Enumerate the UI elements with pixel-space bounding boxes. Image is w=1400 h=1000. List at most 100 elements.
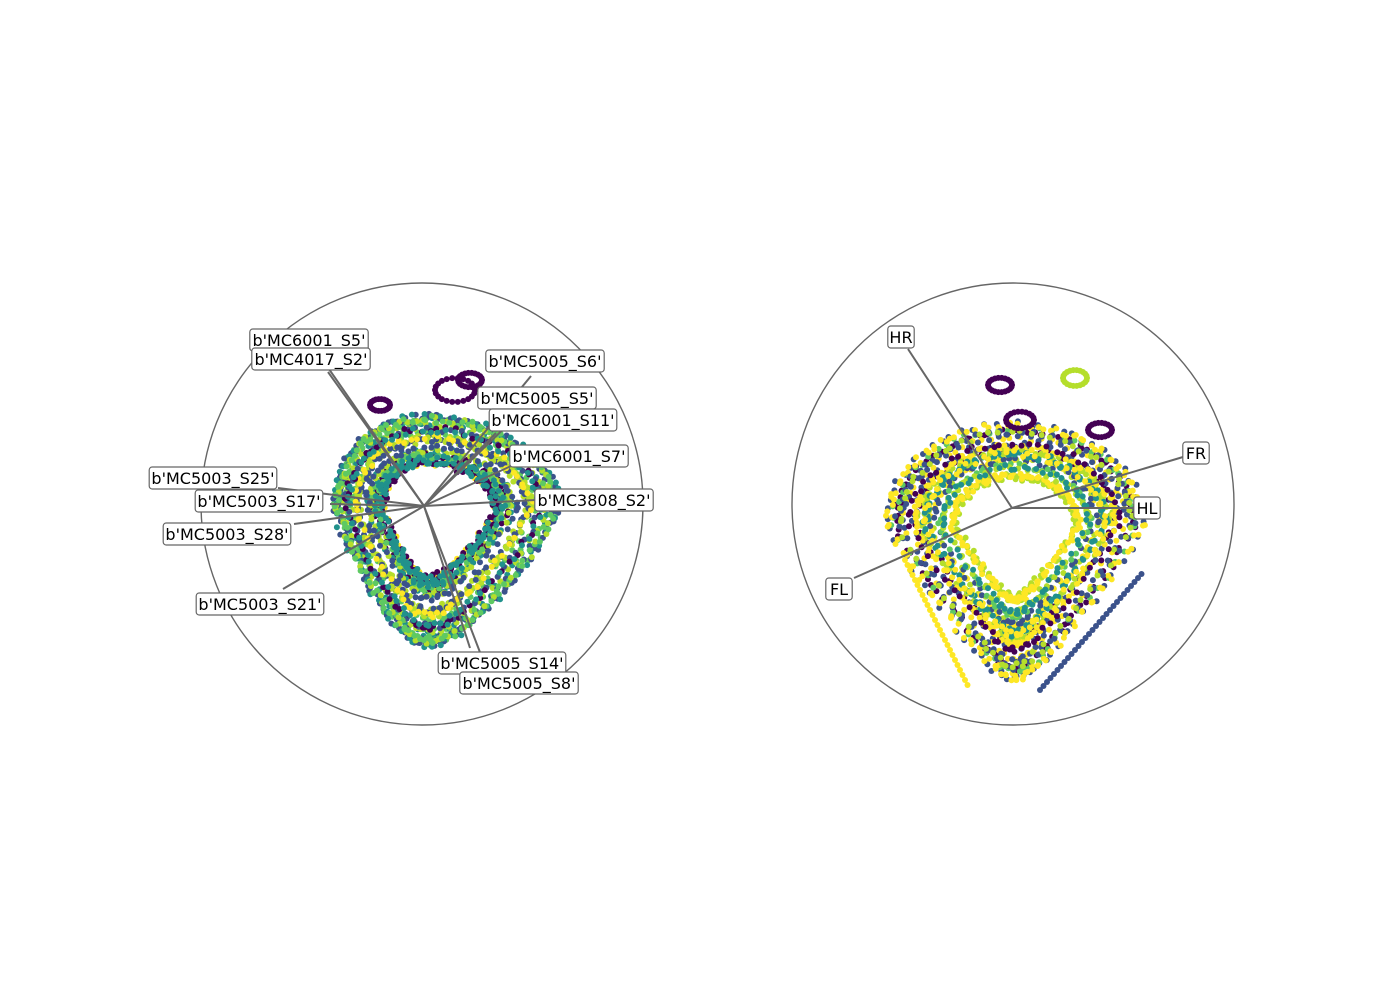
data-point [530,523,537,530]
data-point [408,436,415,443]
data-point [471,569,478,576]
data-point [1053,471,1060,478]
data-point [1097,531,1103,538]
data-point [991,450,998,457]
data-point [900,471,907,478]
anchor-label-text: b'MC5003_S28' [165,525,288,545]
data-point [419,428,426,435]
data-point [487,514,494,521]
data-point [384,588,391,595]
data-point [428,597,435,604]
data-point [366,579,373,586]
data-point [446,612,453,619]
data-point [1060,598,1067,605]
anchor-spoke [327,371,425,507]
data-point [376,521,383,528]
data-point [383,539,390,546]
data-point [401,426,408,432]
data-point [1059,450,1066,457]
data-point [1087,586,1094,593]
data-point [892,490,899,497]
data-point [487,494,494,501]
data-point [386,400,393,407]
data-point [952,449,959,456]
data-point [937,436,944,443]
data-point [430,581,437,588]
data-point [482,482,489,489]
data-point [954,546,961,553]
data-point [1033,596,1039,603]
data-point [1088,495,1094,502]
data-point [393,538,400,545]
data-point [1008,633,1015,640]
data-point [1090,470,1097,477]
data-point [517,528,524,535]
data-point [985,456,992,463]
data-point [348,533,355,539]
data-point [1029,658,1036,665]
data-point [1078,516,1084,523]
anchor-label-text: b'MC5003_S21' [198,595,321,615]
data-point [994,429,1001,436]
data-point [1111,528,1117,534]
data-point [907,546,914,553]
data-point [1128,545,1135,552]
data-point [942,461,949,468]
data-point [458,448,465,455]
data-point [416,454,423,461]
data-point [393,452,400,459]
data-point [378,579,385,586]
data-point [1068,556,1075,563]
data-point [1021,590,1028,597]
data-point [451,414,457,421]
data-point [393,472,400,479]
data-point [931,492,938,499]
data-point [1028,430,1035,437]
data-point [397,572,404,579]
data-point [1102,518,1109,525]
data-point [1029,618,1036,625]
data-point [970,488,977,495]
data-point [1007,474,1014,481]
data-point [1068,584,1075,591]
data-point [928,527,935,534]
data-point [904,535,911,542]
data-point [416,621,423,628]
data-point [944,642,951,648]
data-point [942,576,948,583]
data-point [1013,640,1019,646]
data-point [443,376,450,383]
data-point [930,584,937,591]
data-point [385,478,392,485]
data-point [966,604,973,611]
anchor-label-box [459,671,579,695]
data-point [1008,380,1015,386]
data-point [1039,624,1046,631]
data-point [524,562,531,569]
anchor-spoke [423,499,536,507]
data-point [948,455,955,462]
data-point [1044,453,1051,460]
data-point [537,514,544,521]
data-point [1108,576,1115,583]
data-point [377,542,383,549]
data-point [428,412,435,419]
data-point [1048,563,1055,570]
data-point [1099,572,1106,579]
data-point [363,489,370,496]
data-point [1037,687,1043,693]
data-point [968,614,975,621]
data-point [1116,514,1123,521]
data-point [909,572,916,578]
data-point [485,548,491,554]
data-point [1088,453,1094,460]
data-point [983,645,989,652]
anchor-label: b'MC6001_S11' [488,408,618,432]
data-point [946,478,953,485]
data-point [1024,450,1031,457]
data-point [447,445,454,452]
data-point [1080,556,1087,563]
data-point [1004,637,1011,644]
data-point [916,577,923,583]
data-point [461,432,468,439]
